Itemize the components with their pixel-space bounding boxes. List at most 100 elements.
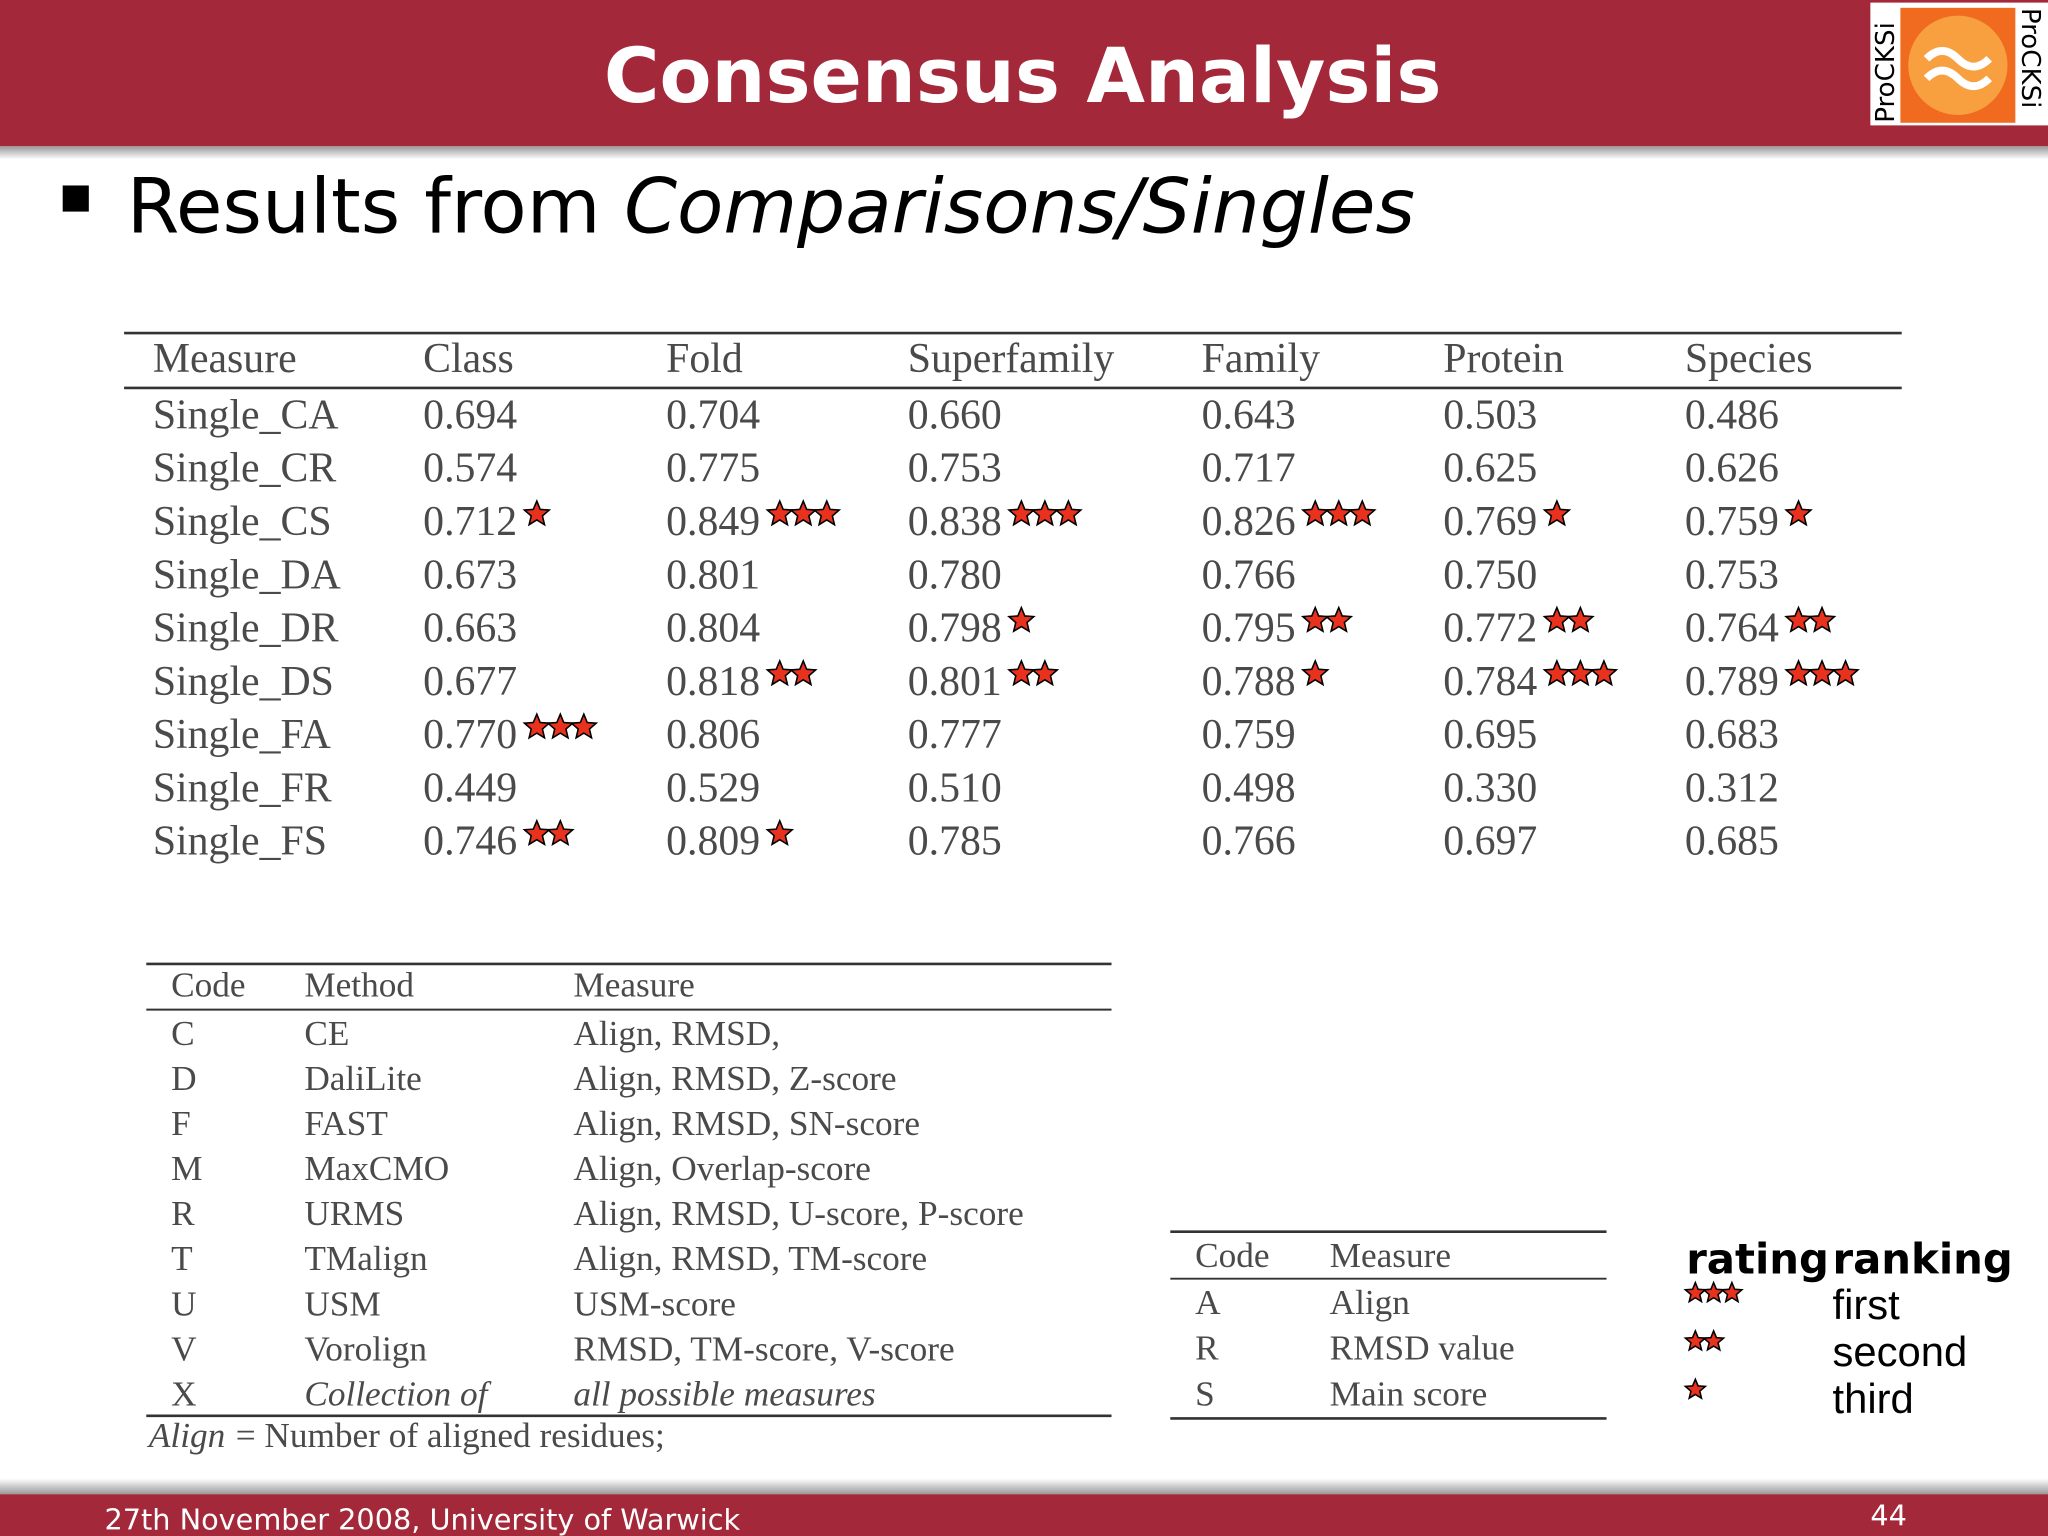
cell: 0.449 xyxy=(423,765,517,811)
star-rating xyxy=(765,498,842,527)
legend-label: first xyxy=(1832,1281,1900,1328)
star xyxy=(1701,1328,1726,1352)
row-label: Single_DS xyxy=(153,659,334,705)
star-rating xyxy=(522,712,599,740)
cell: 0.801 xyxy=(908,659,1002,705)
row-label: Single_FS xyxy=(153,819,327,865)
cell: 0.818 xyxy=(666,659,760,705)
star xyxy=(1683,1280,1708,1304)
star xyxy=(569,712,599,740)
page-number: 44 xyxy=(1870,1499,1907,1533)
cell: 0.330 xyxy=(1443,765,1537,811)
cell: 0.753 xyxy=(908,446,1002,492)
star-rating xyxy=(1300,498,1377,527)
cell: 0.312 xyxy=(1685,765,1779,811)
star xyxy=(1566,658,1595,687)
cell: 0.697 xyxy=(1443,819,1537,865)
cell: 0.712 xyxy=(423,499,517,545)
cell: 0.660 xyxy=(908,392,1002,438)
column-header: Measure xyxy=(153,336,297,382)
cell: 0.806 xyxy=(666,712,760,758)
star xyxy=(1300,658,1330,687)
star xyxy=(1589,658,1619,687)
cell: 0.804 xyxy=(666,606,760,652)
logo-text: ProCKSi xyxy=(1871,22,1901,123)
cell: 0.785 xyxy=(908,819,1002,865)
star-rating xyxy=(765,658,818,687)
cell: 0.772 xyxy=(1443,606,1537,652)
star xyxy=(1701,1280,1726,1304)
star-rating xyxy=(1542,605,1595,633)
cell: 0.838 xyxy=(908,499,1002,545)
cell: 0.685 xyxy=(1685,819,1779,865)
star-rating xyxy=(1683,1280,1744,1304)
star-rating xyxy=(1542,498,1572,527)
cell: 0.784 xyxy=(1443,659,1537,705)
star xyxy=(1566,605,1595,633)
star xyxy=(1807,658,1837,687)
legend-header: ranking xyxy=(1832,1234,2012,1283)
star xyxy=(765,818,795,847)
star xyxy=(522,712,552,740)
star-rating xyxy=(1784,498,1813,527)
star-rating xyxy=(1007,498,1083,527)
star-rating xyxy=(1007,658,1060,687)
star xyxy=(1054,498,1083,527)
cell: 0.777 xyxy=(908,712,1002,758)
column-header: Method xyxy=(304,966,414,1005)
star xyxy=(812,498,842,527)
header-bar xyxy=(0,0,2048,147)
cell: 0.775 xyxy=(666,446,760,492)
cell: Align, RMSD, TM-score xyxy=(573,1239,927,1278)
star xyxy=(1324,498,1354,527)
star xyxy=(1030,658,1060,687)
logo: ProCKSi ProCKSi xyxy=(1870,2,2048,126)
cell: TMalign xyxy=(304,1239,428,1278)
cell: 0.673 xyxy=(423,552,517,598)
cell: 0.766 xyxy=(1202,552,1296,598)
star xyxy=(1347,498,1377,527)
cell: Vorolign xyxy=(304,1329,427,1368)
cell: A xyxy=(1195,1283,1221,1322)
cell: R xyxy=(1195,1329,1219,1368)
footnote-definition: = Number of aligned residues; xyxy=(236,1416,665,1455)
slide-title: Consensus Analysis xyxy=(604,32,1442,120)
star xyxy=(1831,658,1860,687)
cell: Align, RMSD, xyxy=(573,1014,780,1053)
cell: M xyxy=(171,1149,202,1188)
cell: 0.789 xyxy=(1685,659,1779,705)
star xyxy=(522,498,552,527)
star xyxy=(765,658,795,687)
cell: USM xyxy=(304,1284,380,1323)
star xyxy=(1300,605,1330,633)
cell: 0.750 xyxy=(1443,552,1537,598)
star xyxy=(1300,498,1330,527)
cell: 0.769 xyxy=(1443,499,1537,545)
cell: Align xyxy=(1330,1283,1411,1322)
star xyxy=(545,712,575,740)
cell: X xyxy=(171,1374,196,1413)
star xyxy=(1784,498,1813,527)
cell: 0.759 xyxy=(1202,712,1296,758)
star xyxy=(765,498,795,527)
cell: Align, RMSD, U-score, P-score xyxy=(573,1194,1023,1233)
row-label: Single_FA xyxy=(153,712,331,758)
row-label: Single_CA xyxy=(153,392,339,438)
star xyxy=(1683,1328,1708,1352)
star-rating xyxy=(1784,605,1837,633)
cell: 0.798 xyxy=(908,606,1002,652)
legend-label: third xyxy=(1832,1375,1913,1422)
star xyxy=(1807,605,1837,633)
cell: S xyxy=(1195,1374,1215,1413)
row-label: Single_FR xyxy=(153,765,332,811)
star xyxy=(1030,498,1060,527)
row-label: Single_CR xyxy=(153,446,337,492)
cell: 0.770 xyxy=(423,712,517,758)
cell: Collection of xyxy=(304,1374,491,1413)
cell: 0.510 xyxy=(908,765,1002,811)
cell: 0.801 xyxy=(666,552,760,598)
cell: V xyxy=(171,1329,197,1368)
star-rating xyxy=(1007,605,1036,633)
